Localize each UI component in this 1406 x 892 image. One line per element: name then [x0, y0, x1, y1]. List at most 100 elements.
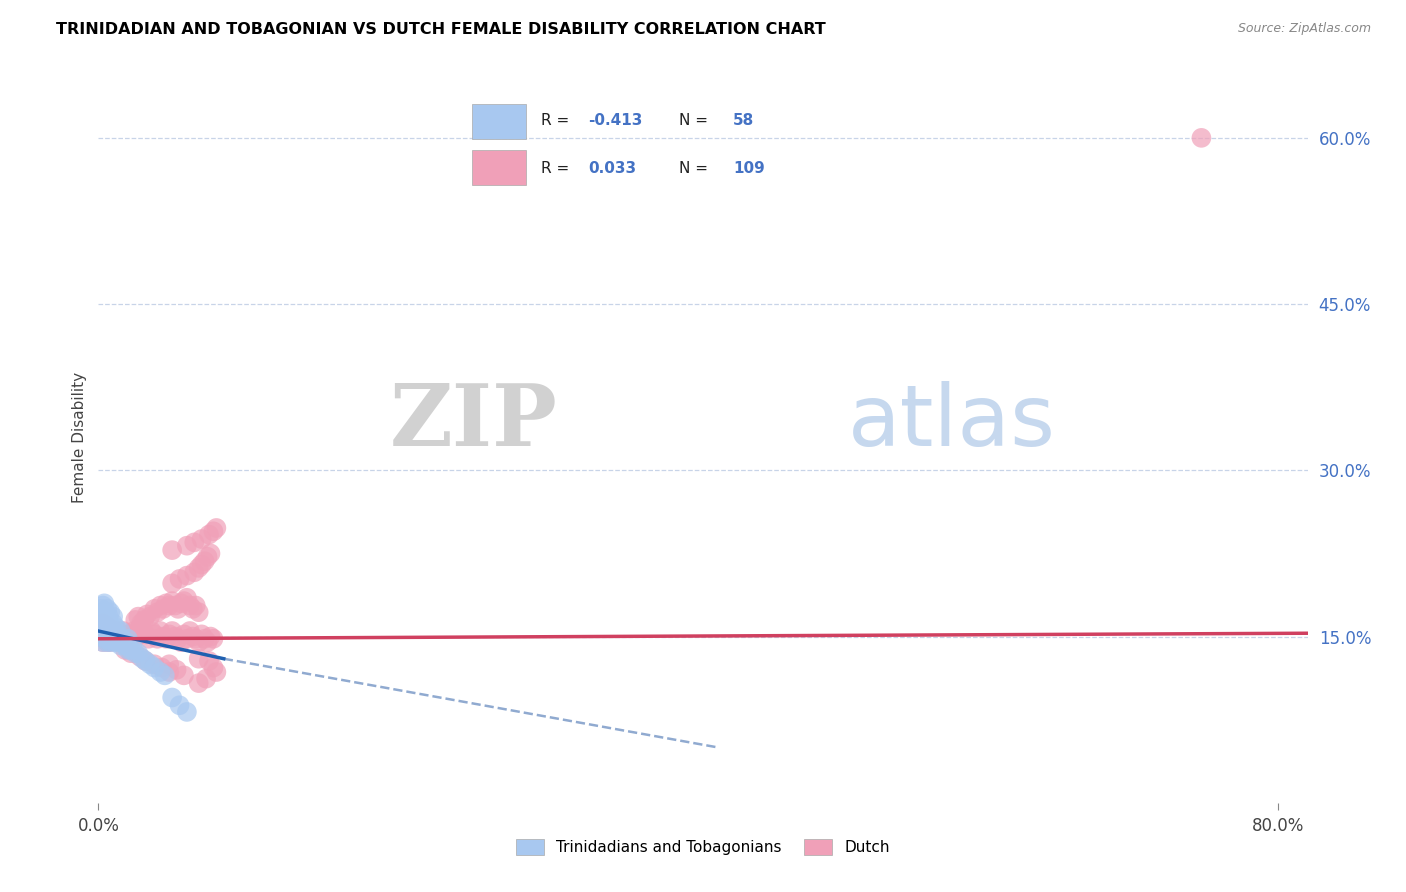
Point	[101, 609, 124, 624]
Point	[202, 632, 225, 646]
Point	[173, 668, 195, 682]
Point	[160, 543, 183, 558]
Point	[198, 654, 221, 668]
Point	[96, 635, 118, 649]
Point	[90, 621, 112, 635]
Point	[98, 635, 121, 649]
Point	[134, 613, 156, 627]
Point	[112, 635, 135, 649]
Point	[160, 594, 183, 608]
Point	[176, 591, 198, 605]
Point	[117, 627, 139, 641]
Point	[91, 635, 114, 649]
Point	[152, 602, 174, 616]
Point	[124, 613, 146, 627]
Point	[97, 630, 120, 644]
Point	[117, 632, 139, 646]
Point	[157, 627, 180, 641]
Point	[91, 616, 114, 631]
Point	[170, 635, 193, 649]
Point	[149, 665, 172, 679]
Point	[160, 624, 183, 638]
Point	[190, 558, 212, 572]
Point	[93, 605, 115, 619]
Point	[135, 654, 157, 668]
Point	[183, 566, 205, 580]
Point	[165, 630, 187, 644]
Point	[128, 621, 150, 635]
Point	[205, 665, 228, 679]
Point	[150, 660, 173, 674]
Point	[176, 632, 198, 646]
Point	[149, 624, 172, 638]
Point	[96, 635, 118, 649]
Point	[120, 643, 142, 657]
Point	[101, 627, 124, 641]
Point	[118, 640, 141, 655]
Point	[117, 643, 139, 657]
Point	[194, 632, 217, 646]
Point	[181, 630, 204, 644]
Point	[139, 609, 162, 624]
Point	[97, 621, 120, 635]
Point	[98, 627, 121, 641]
Point	[157, 657, 180, 672]
Point	[110, 624, 132, 638]
Point	[202, 660, 225, 674]
Point	[107, 635, 129, 649]
Point	[100, 632, 122, 646]
Point	[105, 632, 128, 646]
Point	[195, 672, 218, 686]
Point	[135, 627, 157, 641]
Point	[111, 627, 134, 641]
Point	[160, 576, 183, 591]
Point	[94, 618, 117, 632]
Point	[200, 630, 222, 644]
Point	[139, 657, 162, 672]
Point	[187, 651, 209, 665]
Point	[91, 599, 114, 613]
Point	[93, 609, 115, 624]
Point	[205, 521, 228, 535]
Point	[141, 624, 163, 638]
Point	[104, 630, 127, 644]
Point	[143, 602, 166, 616]
Point	[97, 609, 120, 624]
Point	[93, 624, 115, 638]
Point	[136, 607, 159, 622]
Point	[131, 651, 153, 665]
Point	[101, 624, 124, 638]
Point	[194, 554, 217, 568]
Point	[197, 635, 219, 649]
Point	[101, 616, 124, 631]
Point	[127, 609, 149, 624]
Point	[110, 632, 132, 646]
Point	[190, 627, 212, 641]
Y-axis label: Female Disability: Female Disability	[72, 371, 87, 503]
Point	[200, 546, 222, 560]
Point	[157, 599, 180, 613]
Point	[122, 624, 145, 638]
Point	[91, 635, 114, 649]
Point	[157, 665, 180, 679]
Point	[105, 632, 128, 646]
Point	[170, 596, 193, 610]
Point	[1189, 131, 1212, 145]
Point	[94, 624, 117, 638]
Point	[105, 621, 128, 635]
Point	[120, 632, 142, 646]
Point	[173, 627, 195, 641]
Point	[131, 624, 153, 638]
Point	[155, 596, 177, 610]
Point	[202, 524, 225, 539]
Point	[127, 646, 149, 660]
Point	[96, 615, 118, 629]
Point	[124, 646, 146, 660]
Point	[114, 632, 136, 646]
Point	[143, 627, 166, 641]
Point	[153, 668, 176, 682]
Point	[100, 621, 122, 635]
Text: ZIP: ZIP	[389, 381, 558, 465]
Point	[90, 621, 112, 635]
Point	[179, 624, 201, 638]
